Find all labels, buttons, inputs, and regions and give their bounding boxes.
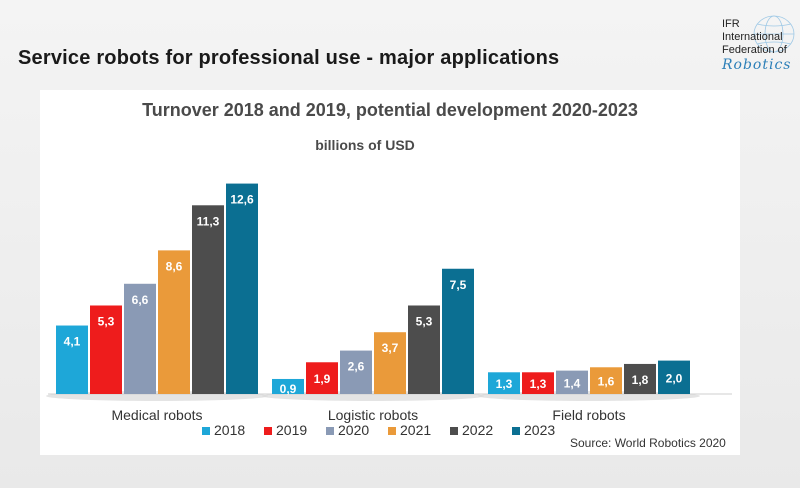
- bar-medical-robots-2019: [90, 305, 122, 394]
- logo-line-2: International: [722, 31, 783, 43]
- ifr-logo: IFR International Federation of Robotics: [722, 15, 800, 80]
- bar-value-label: 6,6: [132, 293, 149, 307]
- bar-value-label: 4,1: [64, 335, 81, 349]
- bar-value-label: 5,3: [416, 314, 433, 328]
- bar-field-robots-2019: [522, 372, 554, 394]
- bar-field-robots-2021: [590, 367, 622, 394]
- bar-value-label: 8,6: [166, 259, 183, 273]
- legend-label-2022: 2022: [462, 422, 493, 438]
- bar-value-label: 3,7: [382, 341, 399, 355]
- logo-script: Robotics: [722, 57, 792, 73]
- bar-value-label: 11,3: [197, 214, 220, 228]
- bar-value-label: 1,9: [314, 372, 331, 386]
- bar-medical-robots-2023: [226, 183, 258, 394]
- bar-value-label: 2,0: [666, 371, 683, 385]
- legend-swatch-2021: [388, 427, 396, 435]
- legend-label-2019: 2019: [276, 422, 307, 438]
- bar-chart: Turnover 2018 and 2019, potential develo…: [46, 100, 732, 438]
- legend-swatch-2020: [326, 427, 334, 435]
- bar-medical-robots-2018: [56, 325, 88, 394]
- legend-label-2020: 2020: [338, 422, 369, 438]
- bar-value-label: 1,3: [496, 377, 513, 391]
- bar-medical-robots-2021: [158, 250, 190, 394]
- bar-value-label: 0,9: [280, 382, 297, 396]
- bar-value-label: 2,6: [348, 360, 365, 374]
- bar-field-robots-2023: [658, 360, 690, 394]
- legend-swatch-2022: [450, 427, 458, 435]
- slide-title: Service robots for professional use - ma…: [18, 47, 560, 69]
- source-note: Source: World Robotics 2020: [570, 436, 726, 450]
- bar-field-robots-2020: [556, 370, 588, 394]
- bar-logistic-robots-2020: [340, 350, 372, 394]
- category-label: Field robots: [552, 407, 625, 423]
- chart-panel: Turnover 2018 and 2019, potential develo…: [40, 90, 740, 455]
- bar-logistic-robots-2022: [408, 305, 440, 394]
- bar-logistic-robots-2023: [442, 268, 474, 394]
- legend-label-2021: 2021: [400, 422, 431, 438]
- legend-swatch-2023: [512, 427, 520, 435]
- chart-title: Turnover 2018 and 2019, potential develo…: [142, 100, 638, 120]
- category-label: Medical robots: [111, 407, 202, 423]
- logo-line-1: IFR: [722, 18, 740, 30]
- legend-swatch-2019: [264, 427, 272, 435]
- bar-logistic-robots-2018: [272, 378, 304, 394]
- legend-label-2018: 2018: [214, 422, 245, 438]
- logo-line-3: Federation of: [722, 44, 787, 56]
- globe-icon: [753, 15, 795, 53]
- bar-medical-robots-2022: [192, 205, 224, 394]
- bar-value-label: 1,6: [598, 375, 615, 389]
- bar-value-label: 1,8: [632, 373, 649, 387]
- category-label: Logistic robots: [328, 407, 418, 423]
- bar-value-label: 1,4: [564, 376, 581, 390]
- chart-subtitle: billions of USD: [315, 137, 415, 153]
- bar-field-robots-2018: [488, 372, 520, 394]
- bar-field-robots-2022: [624, 363, 656, 394]
- bar-logistic-robots-2021: [374, 332, 406, 394]
- bar-value-label: 12,6: [230, 193, 254, 207]
- bar-logistic-robots-2019: [306, 362, 338, 394]
- bar-value-label: 1,3: [530, 377, 547, 391]
- bar-value-label: 7,5: [450, 278, 467, 292]
- bar-medical-robots-2020: [124, 283, 156, 394]
- legend-swatch-2018: [202, 427, 210, 435]
- legend-label-2023: 2023: [524, 422, 555, 438]
- bar-value-label: 5,3: [98, 314, 115, 328]
